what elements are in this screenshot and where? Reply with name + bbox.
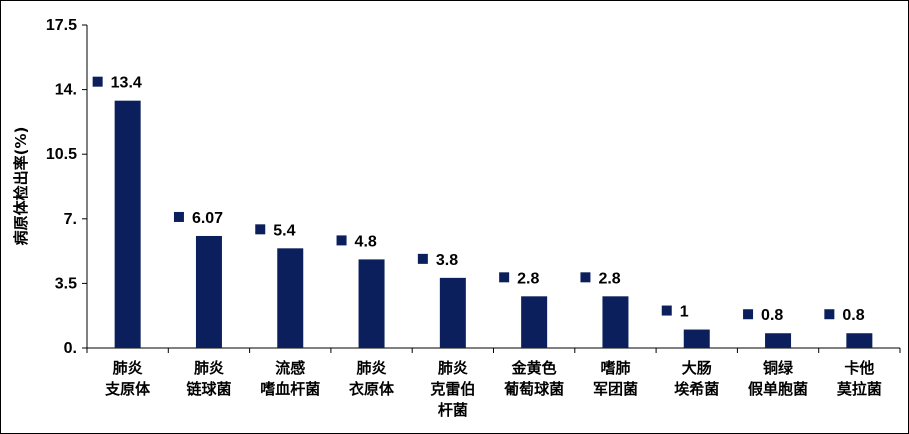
- value-marker: [417, 253, 428, 264]
- bar: [521, 296, 548, 348]
- x-category-label: 金黄色: [511, 359, 557, 377]
- bar: [765, 333, 792, 348]
- x-category-label: 嗜肺: [600, 359, 630, 377]
- value-marker: [499, 272, 510, 283]
- x-category-label: 杆菌: [438, 401, 468, 419]
- bar: [114, 100, 141, 348]
- value-marker: [661, 305, 672, 316]
- y-axis-title: 病原体检出率(%): [12, 127, 30, 246]
- axes: [86, 25, 901, 353]
- y-tick-label: 0.: [64, 340, 77, 357]
- value-markers: [92, 76, 835, 320]
- bar: [195, 235, 222, 348]
- x-category-label: 肺炎: [194, 359, 224, 377]
- y-axis-ticks: 0. 3.5 7. 10.5 14. 17.5: [46, 17, 87, 357]
- x-category-label: 衣原体: [349, 380, 395, 398]
- data-label: 4.8: [355, 233, 377, 250]
- bar: [277, 248, 304, 348]
- x-category-label: 流感: [275, 359, 305, 377]
- data-label: 0.8: [761, 307, 783, 324]
- data-label: 2.8: [517, 270, 539, 287]
- x-category-label: 卡他: [844, 359, 874, 377]
- x-category-label: 肺炎: [113, 359, 143, 377]
- data-label: 5.4: [273, 222, 295, 239]
- x-category-label: 克雷伯: [430, 380, 475, 398]
- y-tick-label: 3.5: [55, 275, 77, 292]
- bar: [683, 329, 710, 348]
- bars: [114, 100, 873, 348]
- x-category-label: 肺炎: [438, 359, 468, 377]
- value-marker: [173, 211, 184, 222]
- x-category-label: 肺炎: [357, 359, 387, 377]
- x-category-label: 葡萄球菌: [503, 380, 564, 398]
- x-category-label: 军团菌: [593, 380, 638, 398]
- y-tick-label: 14.: [55, 82, 77, 99]
- y-tick-label: 10.5: [46, 146, 77, 163]
- value-marker: [824, 309, 835, 320]
- x-category-label: 支原体: [104, 380, 151, 398]
- bar: [846, 333, 873, 348]
- value-marker: [743, 309, 754, 320]
- value-marker: [336, 235, 347, 246]
- x-category-label: 链球菌: [186, 380, 231, 398]
- y-tick-label: 17.5: [46, 17, 77, 34]
- value-marker: [580, 272, 591, 283]
- data-label: 3.8: [436, 252, 458, 269]
- value-marker: [255, 224, 266, 235]
- x-category-label: 铜绿: [763, 359, 794, 377]
- value-marker: [92, 76, 103, 87]
- x-category-label: 嗜血杆菌: [260, 380, 320, 398]
- bar: [439, 277, 466, 348]
- x-category-label: 莫拉菌: [837, 380, 882, 398]
- x-category-label: 埃希菌: [674, 380, 719, 398]
- data-label: 0.8: [842, 307, 864, 324]
- bar: [358, 259, 385, 348]
- data-label: 13.4: [111, 75, 142, 92]
- y-tick-label: 7.: [64, 211, 77, 228]
- data-label: 6.07: [192, 210, 223, 227]
- x-category-label: 假单胞菌: [748, 380, 808, 398]
- bar: [602, 296, 629, 348]
- x-category-label: 大肠: [682, 359, 712, 377]
- data-label: 1: [680, 304, 689, 321]
- data-labels: 13.4 6.07 5.4 4.8 3.8 2.8 2.8 1 0.8 0.8: [111, 75, 865, 325]
- data-label: 2.8: [598, 270, 620, 287]
